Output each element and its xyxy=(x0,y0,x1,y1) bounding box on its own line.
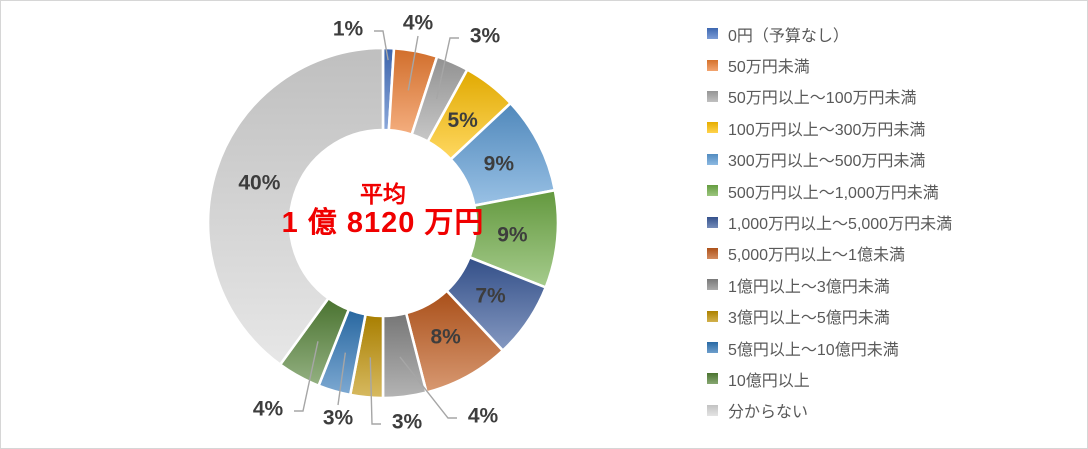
legend-item: 100万円以上～300万円未満 xyxy=(707,112,952,143)
legend-label: 1億円以上～3億円未満 xyxy=(728,278,890,296)
leader-line xyxy=(374,30,389,61)
legend-item: 3億円以上～5億円未満 xyxy=(707,301,952,332)
legend-swatch xyxy=(707,310,718,322)
legend-label: 5億円以上～10億円未満 xyxy=(728,341,899,359)
legend-swatch xyxy=(707,59,718,71)
percent-label: 4% xyxy=(403,12,434,35)
legend-swatch xyxy=(707,90,718,102)
legend-label: 1,000万円以上～5,000万円未満 xyxy=(728,216,953,234)
percent-label: 9% xyxy=(484,152,515,175)
legend-label: 3億円以上～5億円未満 xyxy=(728,310,890,328)
percent-label: 7% xyxy=(475,285,506,308)
legend-swatch xyxy=(707,216,718,228)
legend-item: 50万円以上～100万円未満 xyxy=(707,81,952,112)
percent-label: 8% xyxy=(430,325,461,348)
percent-label: 4% xyxy=(253,398,284,421)
legend-item: 500万円以上～1,000万円未満 xyxy=(707,175,952,206)
percent-label: 40% xyxy=(238,171,280,194)
legend-swatch xyxy=(707,373,718,385)
legend-label: 5,000万円以上～1億未満 xyxy=(728,247,905,265)
legend-item: 50万円未満 xyxy=(707,49,952,80)
percent-label: 3% xyxy=(470,25,501,48)
legend-label: 分からない xyxy=(728,404,809,422)
leader-line xyxy=(337,352,347,406)
legend-label: 500万円以上～1,000万円未満 xyxy=(728,184,939,202)
leader-line xyxy=(399,356,457,419)
percent-label: 4% xyxy=(468,405,499,428)
legend-item: 5億円以上～10億円未満 xyxy=(707,332,952,363)
percent-label: 5% xyxy=(447,109,478,132)
leader-line xyxy=(369,357,381,425)
legend-swatch xyxy=(707,28,718,40)
legend-item: 5,000万円以上～1億未満 xyxy=(707,238,952,269)
legend-item: 分からない xyxy=(707,395,952,426)
donut-slice xyxy=(206,46,385,366)
legend-swatch xyxy=(707,279,718,291)
leader-line xyxy=(407,35,419,91)
legend-label: 300万円以上～500万円未満 xyxy=(728,153,926,171)
legend-label: 100万円以上～300万円未満 xyxy=(728,121,926,139)
chart-legend: 0円（予算なし） 50万円未満 50万円以上～100万円未満 100万円以上～300万… xyxy=(707,18,952,426)
legend-label: 50万円未満 xyxy=(728,59,810,77)
legend-item: 0円（予算なし） xyxy=(707,18,952,49)
legend-swatch xyxy=(707,122,718,134)
legend-swatch xyxy=(707,342,718,354)
legend-item: 1,000万円以上～5,000万円未満 xyxy=(707,206,952,237)
legend-swatch xyxy=(707,247,718,259)
percent-label: 1% xyxy=(333,18,364,41)
leader-line xyxy=(294,341,319,412)
legend-label: 0円（予算なし） xyxy=(728,27,849,45)
legend-item: 1億円以上～3億円未満 xyxy=(707,269,952,300)
percent-label: 9% xyxy=(497,224,528,247)
legend-swatch xyxy=(707,153,718,165)
legend-item: 300万円以上～500万円未満 xyxy=(707,144,952,175)
legend-swatch xyxy=(707,185,718,197)
leader-line xyxy=(435,37,459,100)
legend-item: 10億円以上 xyxy=(707,363,952,394)
percent-label: 3% xyxy=(392,411,423,434)
legend-swatch xyxy=(707,404,718,416)
legend-label: 10億円以上 xyxy=(728,372,810,390)
percent-label: 3% xyxy=(323,407,354,430)
legend-label: 50万円以上～100万円未満 xyxy=(728,90,917,108)
